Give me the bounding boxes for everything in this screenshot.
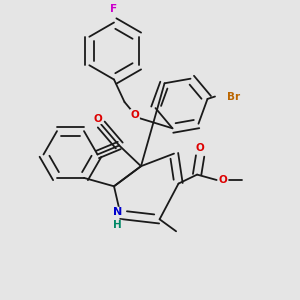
Text: Br: Br (227, 92, 240, 101)
Text: N: N (113, 207, 122, 218)
Text: O: O (93, 113, 102, 124)
Text: O: O (130, 110, 140, 120)
Text: O: O (196, 142, 205, 153)
Text: O: O (219, 175, 228, 185)
Text: H: H (113, 220, 122, 230)
Text: F: F (110, 4, 118, 14)
